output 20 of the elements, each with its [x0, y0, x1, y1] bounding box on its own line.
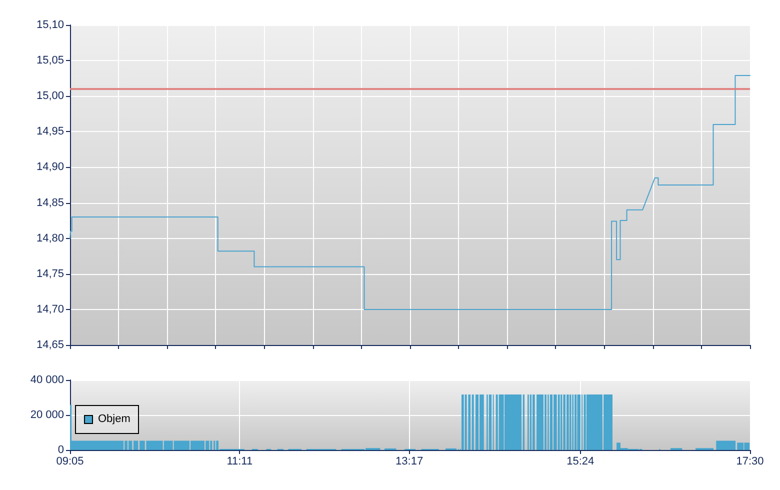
y-tick-label: 40 000: [30, 374, 64, 386]
y-tick-label: 15,00: [36, 90, 64, 102]
y-tick-label: 14,75: [36, 268, 64, 280]
y-tick-label: 15,05: [36, 54, 64, 67]
line-series: [70, 74, 750, 310]
x-tick-label: 11:11: [226, 456, 253, 468]
x-tick-label: 17:30: [736, 456, 764, 468]
y-tick-label: 15,10: [36, 19, 64, 31]
x-tick-label: 13:17: [396, 456, 424, 468]
series-label: Objem: [98, 413, 130, 426]
y-tick-label: 14,85: [36, 196, 64, 209]
y-tick-label: 14,80: [36, 232, 64, 244]
x-tick-label: 09:05: [56, 456, 84, 468]
y-tick-label: 14,70: [36, 303, 64, 316]
y-tick-label: 14,95: [36, 126, 64, 138]
y-tick-label: 20 000: [30, 409, 64, 421]
y-tick-label: 14,65: [36, 339, 64, 351]
x-tick-label: 15:24: [566, 456, 594, 468]
y-tick-label: 0: [58, 444, 64, 456]
y-tick-label: 14,90: [36, 161, 64, 174]
